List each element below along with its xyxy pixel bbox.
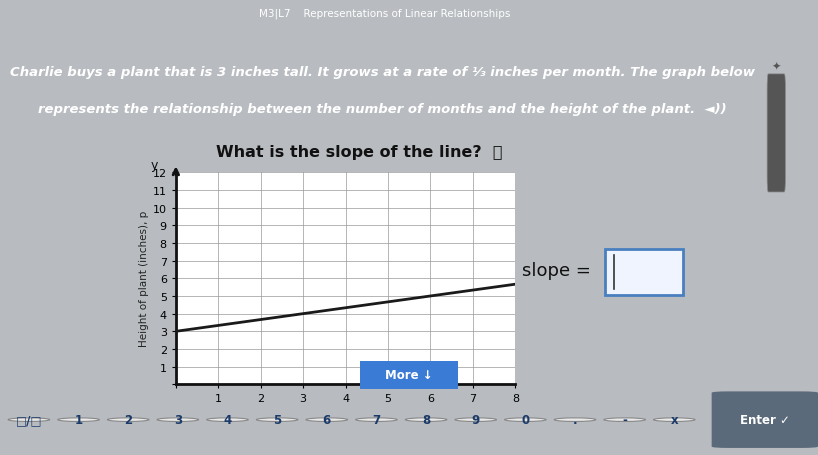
Text: 1: 1 [74,413,83,426]
Text: 9: 9 [472,413,480,426]
Circle shape [654,418,695,421]
Circle shape [8,418,50,421]
FancyBboxPatch shape [605,249,683,295]
Text: Enter ✓: Enter ✓ [740,413,789,426]
Text: □/□: □/□ [16,413,43,426]
Text: 5: 5 [273,413,281,426]
Text: .: . [573,413,578,426]
Text: 6: 6 [322,413,331,426]
Text: ✦: ✦ [771,61,781,71]
Text: What is the slope of the line?  🔊: What is the slope of the line? 🔊 [216,145,503,160]
Circle shape [554,418,596,421]
Circle shape [107,418,149,421]
Text: More ↓: More ↓ [385,369,433,381]
FancyBboxPatch shape [355,359,463,390]
Circle shape [157,418,199,421]
Text: represents the relationship between the number of months and the height of the p: represents the relationship between the … [38,103,726,116]
Circle shape [405,418,447,421]
Circle shape [207,418,249,421]
Text: 4: 4 [223,413,231,426]
Circle shape [604,418,645,421]
Text: y: y [151,158,159,172]
FancyBboxPatch shape [767,75,785,192]
Y-axis label: Height of plant (inches), p: Height of plant (inches), p [138,211,149,347]
Text: Charlie buys a plant that is 3 inches tall. It grows at a rate of ¹⁄₃ inches per: Charlie buys a plant that is 3 inches ta… [10,66,755,79]
FancyBboxPatch shape [712,391,818,448]
Text: slope =: slope = [522,262,596,280]
Text: 8: 8 [422,413,430,426]
Circle shape [306,418,348,421]
Text: 2: 2 [124,413,133,426]
Circle shape [58,418,100,421]
Text: 7: 7 [372,413,380,426]
Text: 3: 3 [173,413,182,426]
Text: 0: 0 [521,413,529,426]
Text: x: x [671,413,678,426]
Circle shape [505,418,546,421]
Text: -: - [622,413,627,426]
Circle shape [455,418,497,421]
Circle shape [256,418,298,421]
Text: M3|L7    Representations of Linear Relationships: M3|L7 Representations of Linear Relation… [258,8,510,19]
Circle shape [356,418,398,421]
